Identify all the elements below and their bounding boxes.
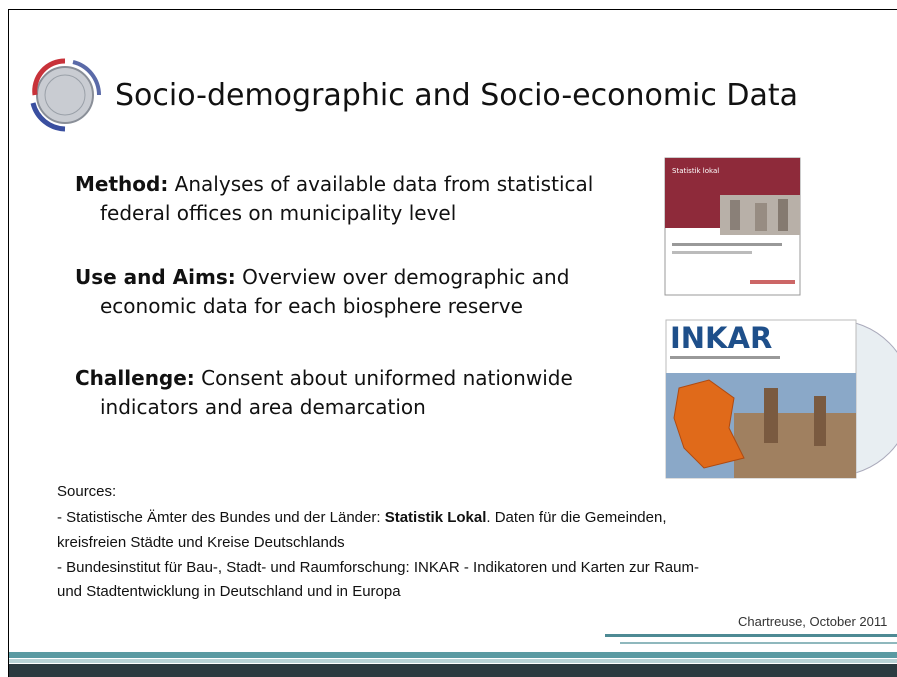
bullet-label: Method: — [75, 172, 169, 196]
bullet: Challenge: Consent about uniformed natio… — [75, 366, 573, 390]
bullet: Method: Analyses of available data from … — [75, 172, 593, 196]
border-left — [8, 9, 9, 677]
source-line: - Statistische Ämter des Bundes und der … — [57, 509, 667, 526]
stripe — [620, 642, 897, 644]
source-line: und Stadtentwicklung in Deutschland und … — [57, 583, 401, 600]
source-bold: Statistik Lokal — [384, 509, 487, 526]
bullet-text: Overview over demographic and — [235, 265, 570, 289]
bullet-text: indicators and area demarcation — [100, 395, 426, 419]
statistik-cover: Statistik lokal — [664, 157, 801, 296]
bullet-text: federal offices on municipality level — [100, 201, 457, 225]
cover-title: Statistik lokal — [672, 167, 719, 175]
stripe — [9, 659, 897, 663]
source-line: - Bundesinstitut für Bau-, Stadt- und Ra… — [57, 559, 699, 576]
source-text: . Daten für die Gemeinden, — [486, 509, 667, 526]
stripe — [605, 634, 897, 637]
sources-heading: Sources: — [57, 483, 117, 500]
slide-title: Socio-demographic and Socio-economic Dat… — [115, 78, 799, 113]
border-top — [8, 9, 897, 10]
logo — [30, 58, 101, 132]
bullet-text: Consent about uniformed nationwide — [194, 366, 573, 390]
bullet-label: Challenge: — [75, 366, 195, 390]
bullet: Use and Aims: Overview over demographic … — [75, 265, 569, 289]
footer: Chartreuse, October 2011 — [738, 614, 888, 629]
bottom-bar — [9, 664, 897, 677]
inkar-cover: INKAR — [665, 319, 897, 479]
cover-title: INKAR — [670, 321, 772, 355]
bullet-label: Use and Aims: — [75, 265, 236, 289]
source-line: kreisfreien Städte und Kreise Deutschlan… — [57, 534, 345, 551]
bullet-text: Analyses of available data from statisti… — [168, 172, 594, 196]
source-text: - Statistische Ämter des Bundes und der … — [57, 509, 385, 526]
bullet-text: economic data for each biosphere reserve — [100, 294, 523, 318]
stripe — [9, 652, 897, 658]
